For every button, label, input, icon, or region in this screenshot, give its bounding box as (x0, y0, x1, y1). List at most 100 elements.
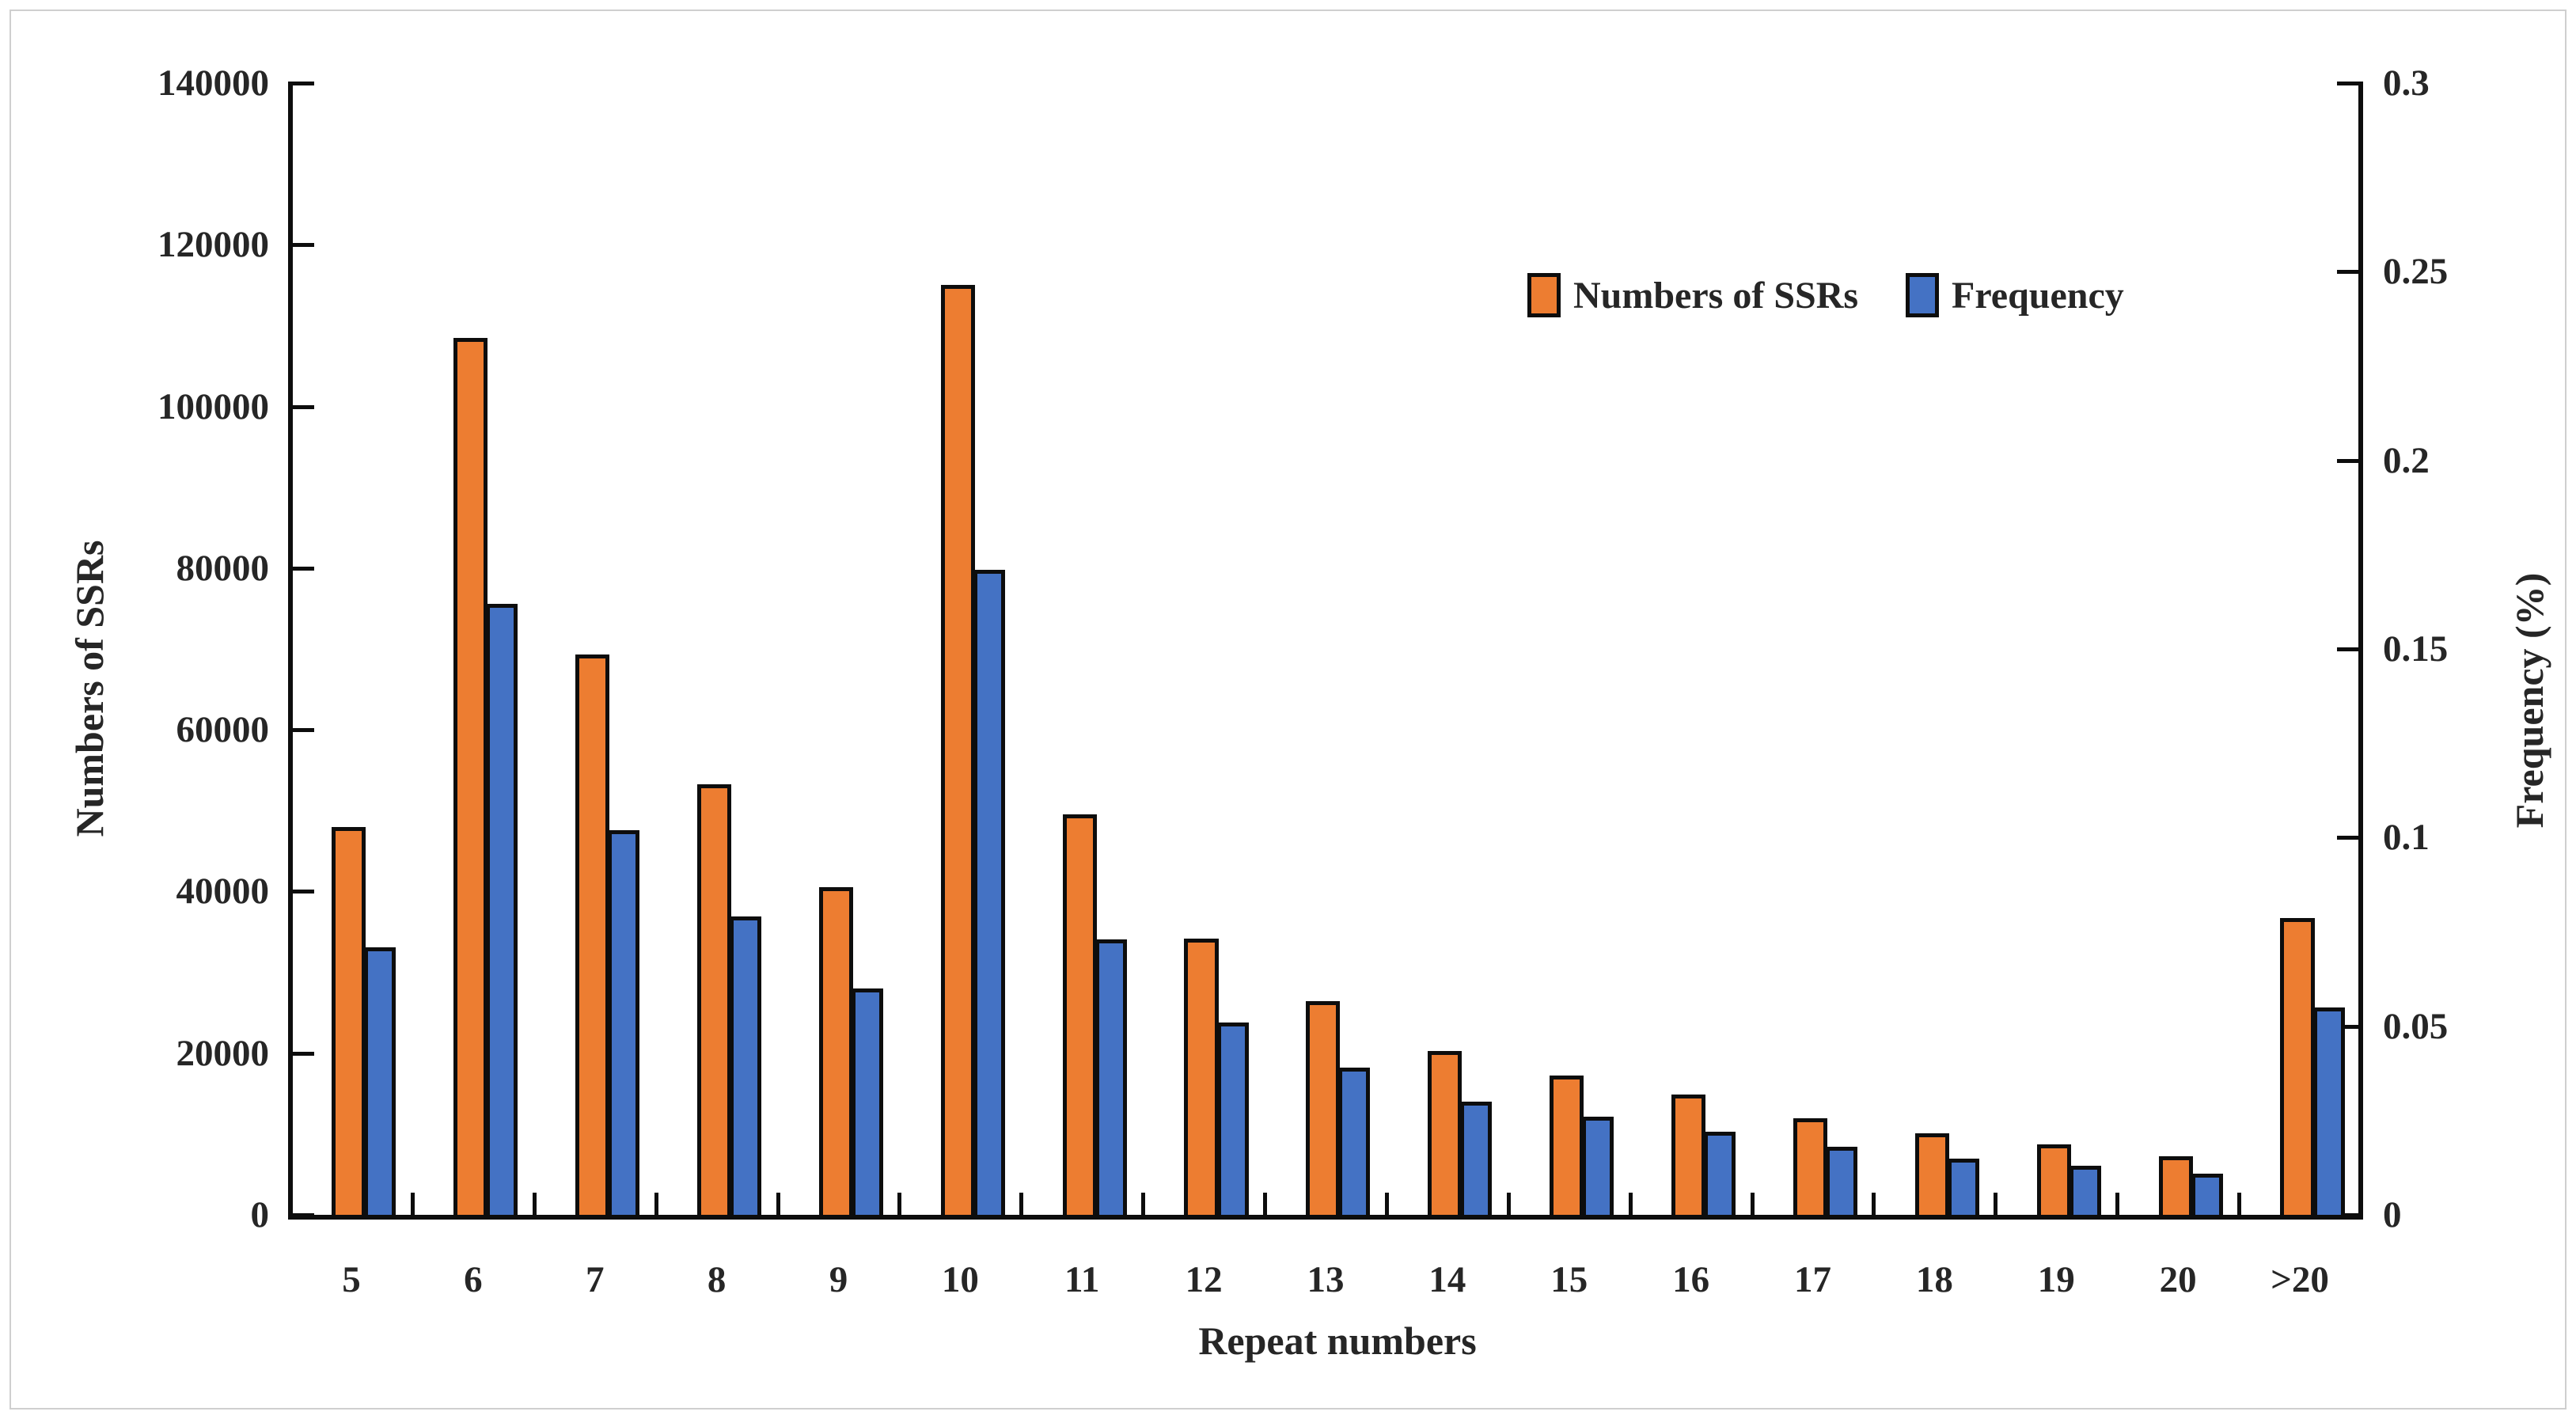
y-axis-left-tick-label: 120000 (157, 224, 269, 266)
y-axis-left-tick (290, 1051, 314, 1056)
y-axis-left-tick (290, 566, 314, 571)
y-axis-left-line (288, 82, 293, 1220)
x-axis-tick (2237, 1193, 2242, 1215)
bar-ssr (2280, 918, 2315, 1215)
y-axis-right-tick-label: 0.2 (2383, 439, 2430, 481)
x-axis-tick-label: 10 (941, 1259, 979, 1300)
x-axis-tick-label: 11 (1064, 1259, 1100, 1300)
y-axis-left-tick (290, 82, 314, 85)
x-axis-tick-label: 19 (2037, 1259, 2075, 1300)
x-axis-tick-label: 16 (1672, 1259, 1710, 1300)
bar-frequency (2312, 1007, 2345, 1215)
bar-frequency (1825, 1147, 1857, 1215)
bar-frequency (1582, 1117, 1614, 1215)
y-axis-right-tick (2337, 82, 2361, 85)
y-axis-right-tick-label: 0 (2383, 1194, 2402, 1235)
bar-frequency (973, 569, 1005, 1215)
x-axis-tick (1384, 1193, 1389, 1215)
legend-label-frequency: Frequency (1952, 274, 2124, 317)
y-axis-right-tick-label: 0.1 (2383, 817, 2430, 859)
y-axis-left-tick (290, 890, 314, 894)
y-axis-right-tick (2337, 836, 2361, 840)
bar-frequency (1216, 1022, 1249, 1215)
bar-frequency (1338, 1068, 1371, 1215)
y-axis-right-tick (2337, 270, 2361, 275)
bar-ssr (1550, 1076, 1584, 1215)
y-axis-left-tick-label: 80000 (176, 547, 270, 589)
x-axis-tick-label: 9 (829, 1259, 848, 1300)
y-axis-left-tick (290, 243, 314, 248)
x-axis-tick (654, 1193, 658, 1215)
bar-frequency (1704, 1132, 1736, 1215)
bar-ssr (818, 887, 853, 1215)
bar-ssr (1914, 1133, 1949, 1215)
x-axis-tick (1994, 1193, 1998, 1215)
bar-frequency (2191, 1173, 2223, 1215)
bar-frequency (364, 947, 396, 1215)
x-axis-tick-label: 17 (1794, 1259, 1832, 1300)
bar-frequency (1460, 1102, 1493, 1215)
bar-ssr (332, 826, 366, 1215)
y-axis-right-tick-label: 0.3 (2383, 63, 2430, 104)
y-axis-left-tick (290, 1213, 314, 1217)
y-axis-right-tick (2337, 1024, 2361, 1029)
x-axis-tick-label: 6 (464, 1259, 483, 1300)
y-axis-left-tick-label: 140000 (157, 63, 269, 104)
legend-label-ssr: Numbers of SSRs (1573, 274, 1859, 317)
y-axis-right-tick (2337, 458, 2361, 463)
x-axis-tick (1141, 1193, 1146, 1215)
legend: Numbers of SSRs Frequency (1527, 273, 2124, 317)
x-axis-tick (410, 1193, 415, 1215)
bar-frequency (608, 829, 640, 1215)
x-axis-tick-label: 14 (1428, 1259, 1466, 1300)
legend-swatch-ssr (1527, 273, 1561, 317)
bar-ssr (1671, 1094, 1706, 1215)
y-axis-left-title: Numbers of SSRs (67, 540, 112, 837)
bar-ssr (2036, 1144, 2071, 1215)
x-axis-tick-label: 13 (1307, 1259, 1345, 1300)
y-axis-left-tick-label: 0 (250, 1194, 270, 1235)
legend-swatch-frequency (1906, 273, 1940, 317)
x-axis-tick (1872, 1193, 1876, 1215)
y-axis-left-tick-label: 20000 (176, 1032, 270, 1074)
y-axis-left-tick-label: 100000 (157, 385, 269, 427)
x-axis-tick (776, 1193, 780, 1215)
bar-ssr (1184, 938, 1219, 1215)
x-axis-tick (1506, 1193, 1511, 1215)
x-axis-tick-label: 20 (2159, 1259, 2197, 1300)
legend-item-ssr: Numbers of SSRs (1527, 273, 1858, 317)
bar-frequency (1947, 1158, 1979, 1215)
x-axis-tick-label: 12 (1185, 1259, 1223, 1300)
y-axis-right-tick-label: 0.05 (2383, 1005, 2449, 1047)
bar-ssr (575, 654, 610, 1215)
bar-ssr (1428, 1050, 1463, 1215)
bar-ssr (453, 337, 488, 1215)
y-axis-right-tick (2337, 647, 2361, 651)
legend-item-frequency: Frequency (1906, 273, 2124, 317)
bar-ssr (696, 783, 732, 1215)
y-axis-left-tick-label: 40000 (176, 871, 270, 912)
y-axis-right-line (2358, 82, 2363, 1220)
x-axis-tick-label: 15 (1550, 1259, 1588, 1300)
x-axis-tick (532, 1193, 537, 1215)
x-axis-tick-label: 7 (585, 1259, 605, 1300)
bar-frequency (1095, 939, 1127, 1215)
bar-ssr (940, 285, 975, 1215)
x-axis-tick (1750, 1193, 1755, 1215)
x-axis-tick-label: >20 (2271, 1259, 2329, 1300)
bar-frequency (730, 916, 762, 1215)
bar-ssr (1793, 1118, 1827, 1215)
y-axis-right-tick-label: 0.25 (2383, 251, 2449, 293)
bar-frequency (486, 603, 518, 1215)
y-axis-left-tick (290, 728, 314, 733)
x-axis-title: Repeat numbers (1198, 1318, 1477, 1363)
x-axis-line (288, 1215, 2363, 1220)
bar-ssr (2158, 1156, 2193, 1215)
x-axis-tick (897, 1193, 902, 1215)
bar-frequency (851, 988, 883, 1215)
bar-frequency (2069, 1166, 2101, 1215)
x-axis-tick (1628, 1193, 1633, 1215)
bar-ssr (1306, 1001, 1341, 1215)
x-axis-tick-label: 5 (342, 1259, 361, 1300)
